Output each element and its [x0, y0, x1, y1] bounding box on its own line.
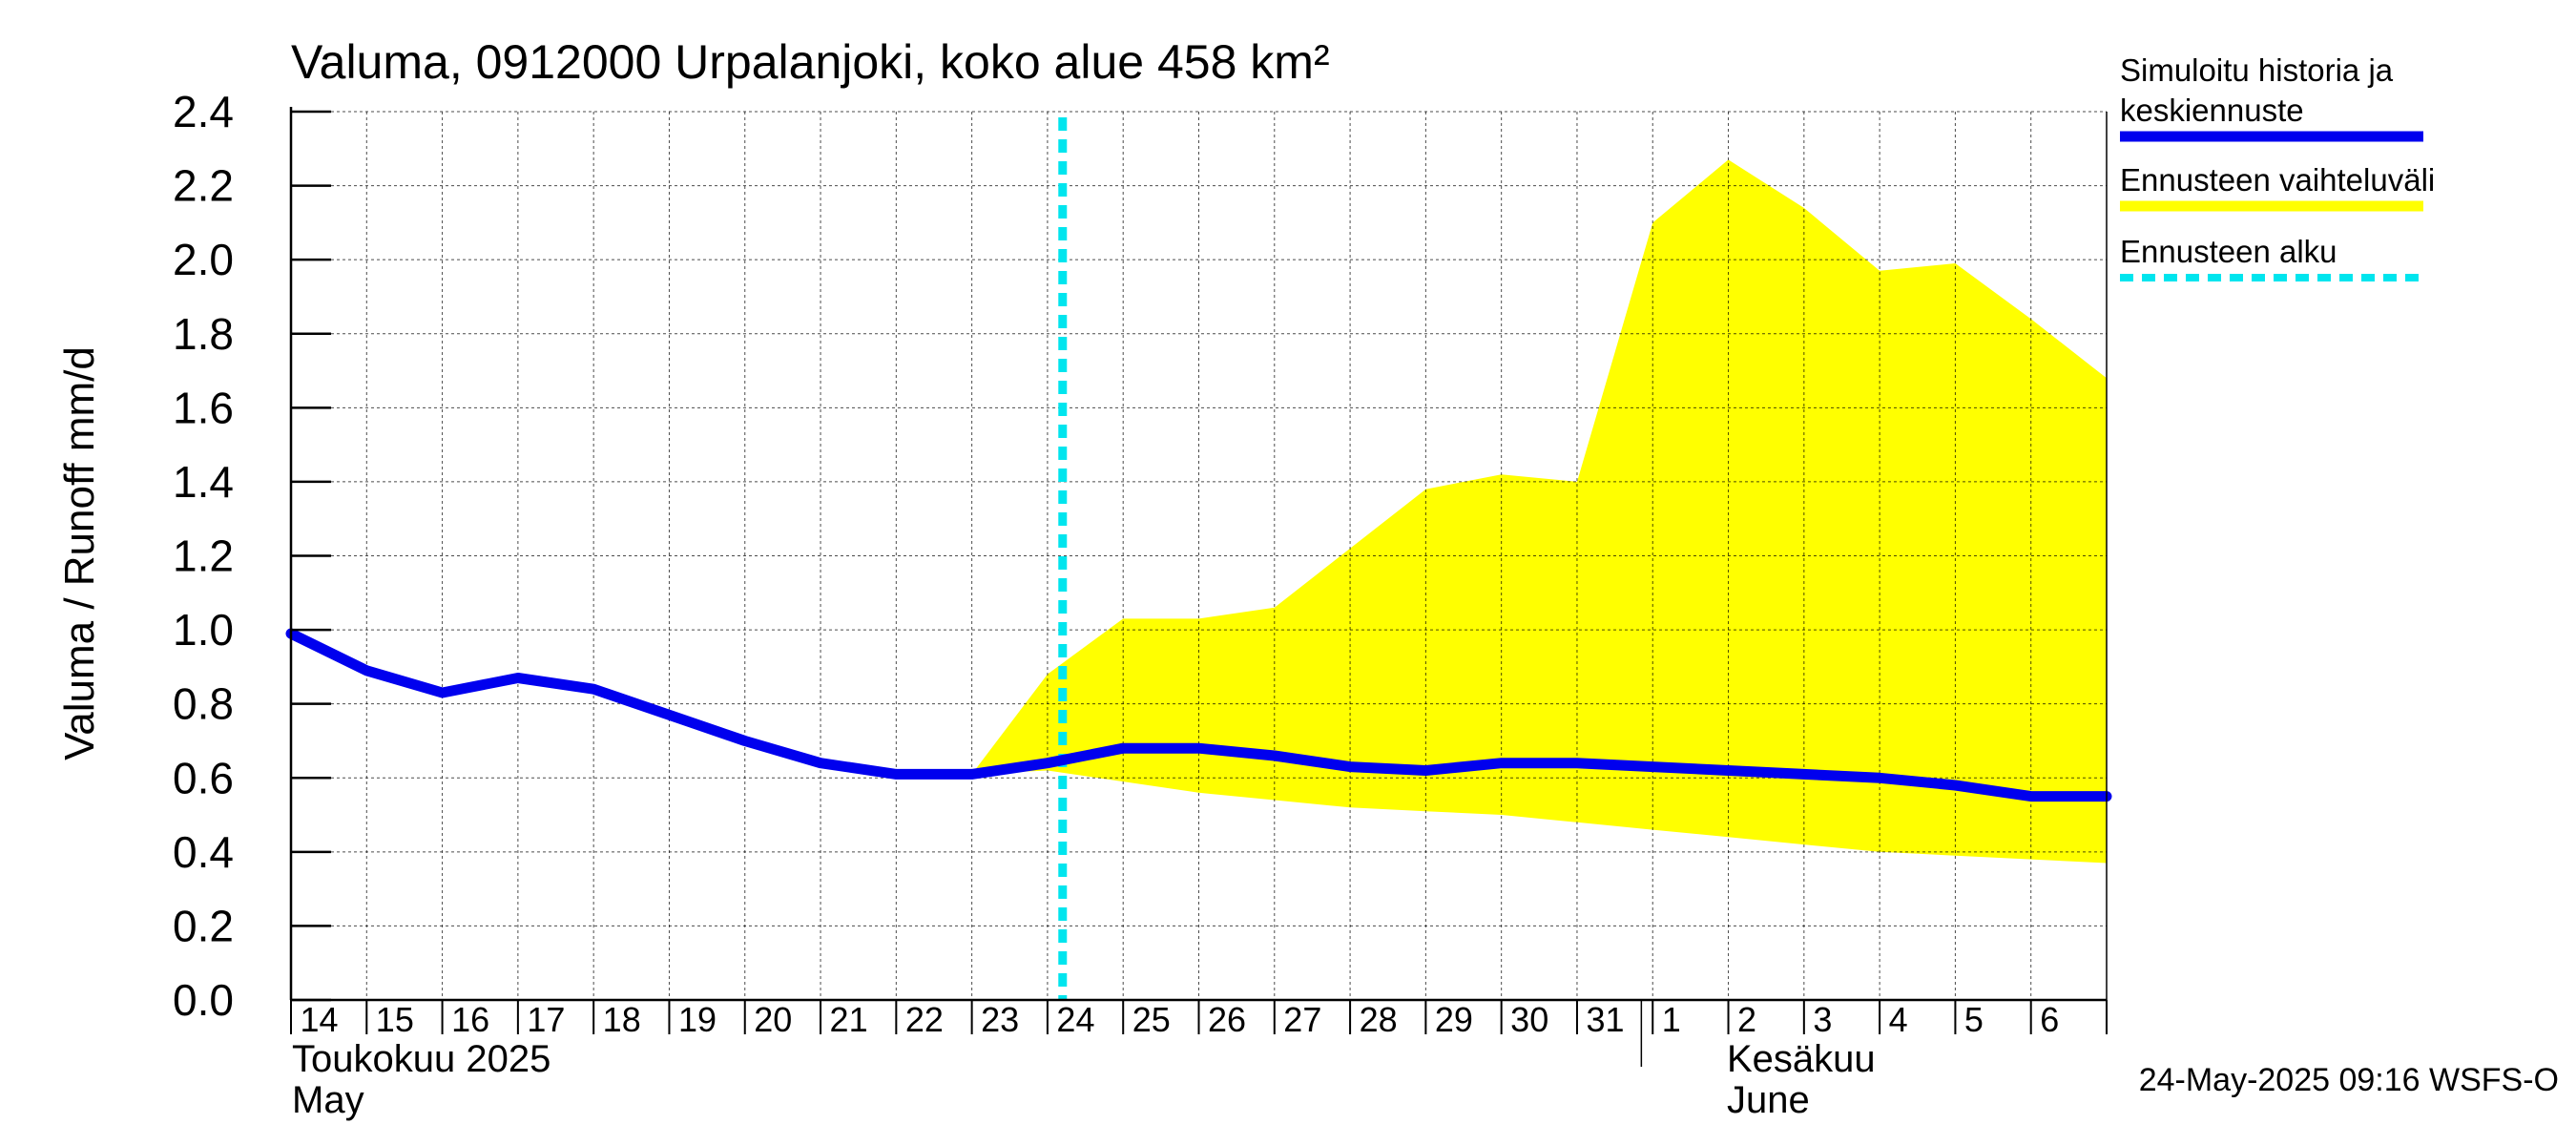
x-tick-label: 22 [905, 1000, 944, 1039]
x-tick-label: 16 [451, 1000, 489, 1039]
y-tick-label: 0.4 [173, 827, 234, 877]
y-tick-label: 2.4 [173, 87, 234, 136]
month-label-june-fi: Kesäkuu [1727, 1038, 1876, 1080]
mean-forecast-line [285, 628, 2112, 802]
x-tick-label: 15 [376, 1000, 414, 1039]
legend-label: Ennusteen vaihteluväli [2120, 162, 2435, 198]
legend-label: Simuloitu historia ja [2120, 52, 2394, 88]
y-tick-label: 2.0 [173, 235, 234, 284]
y-tick-label: 1.2 [173, 531, 234, 581]
footer-timestamp: 24-May-2025 09:16 WSFS-O [2139, 1062, 2559, 1098]
legend-label: Ennusteen alku [2120, 234, 2337, 269]
x-tick-label: 3 [1813, 1000, 1832, 1039]
y-tick-label: 2.2 [173, 161, 234, 211]
x-tick-label: 19 [678, 1000, 717, 1039]
x-tick-label: 28 [1360, 1000, 1398, 1039]
chart-title: Valuma, 0912000 Urpalanjoki, koko alue 4… [291, 35, 1330, 89]
y-axis-label: Valuma / Runoff mm/d [56, 346, 103, 760]
x-tick-label: 25 [1132, 1000, 1171, 1039]
legend: Simuloitu historia ja keskiennuste Ennuste… [2120, 52, 2435, 281]
x-tick-label: 18 [603, 1000, 641, 1039]
forecast-range-band [971, 159, 2107, 864]
x-tick-labels: 14 15 16 17 18 19 20 21 22 23 24 25 26 27 28 29 30 31 1 2 3 4… [301, 1000, 2060, 1039]
month-label-may-fi: Toukokuu 2025 [292, 1038, 551, 1080]
x-tick-label: 21 [830, 1000, 868, 1039]
x-tick-label: 2 [1737, 1000, 1756, 1039]
y-tick-label: 1.4 [173, 457, 234, 507]
axes-layer [289, 107, 2108, 1067]
x-tick-label: 17 [527, 1000, 565, 1039]
y-tick-label: 1.8 [173, 309, 234, 359]
x-tick-label: 6 [2040, 1000, 2059, 1039]
month-label-june-en: June [1727, 1079, 1810, 1121]
x-tick-label: 14 [301, 1000, 339, 1039]
x-tick-label: 30 [1510, 1000, 1548, 1039]
x-tick-label: 20 [754, 1000, 792, 1039]
y-tick-label: 1.0 [173, 605, 234, 655]
legend-label: keskiennuste [2120, 93, 2304, 128]
y-tick-label: 0.0 [173, 975, 234, 1025]
x-tick-label: 1 [1662, 1000, 1681, 1039]
x-tick-label: 27 [1283, 1000, 1321, 1039]
x-tick-label: 24 [1056, 1000, 1094, 1039]
x-tick-label: 29 [1435, 1000, 1473, 1039]
y-tick-label: 0.8 [173, 679, 234, 729]
x-tick-label: 4 [1889, 1000, 1908, 1039]
x-tick-label: 23 [981, 1000, 1019, 1039]
x-tick-label: 31 [1586, 1000, 1624, 1039]
x-tick-label: 5 [1964, 1000, 1984, 1039]
forecast-band-layer [971, 159, 2107, 864]
series-line-layer [285, 628, 2112, 802]
x-tick-label: 26 [1208, 1000, 1246, 1039]
month-label-may-en: May [292, 1079, 364, 1121]
y-tick-label: 1.6 [173, 383, 234, 432]
grid-layer [291, 111, 2107, 1000]
y-tick-label: 0.6 [173, 753, 234, 802]
y-tick-labels: 0.0 0.2 0.4 0.6 0.8 1.0 1.2 1.4 1.6 1.8 2.0 2.2 2.4 [173, 87, 234, 1025]
y-tick-label: 0.2 [173, 901, 234, 950]
